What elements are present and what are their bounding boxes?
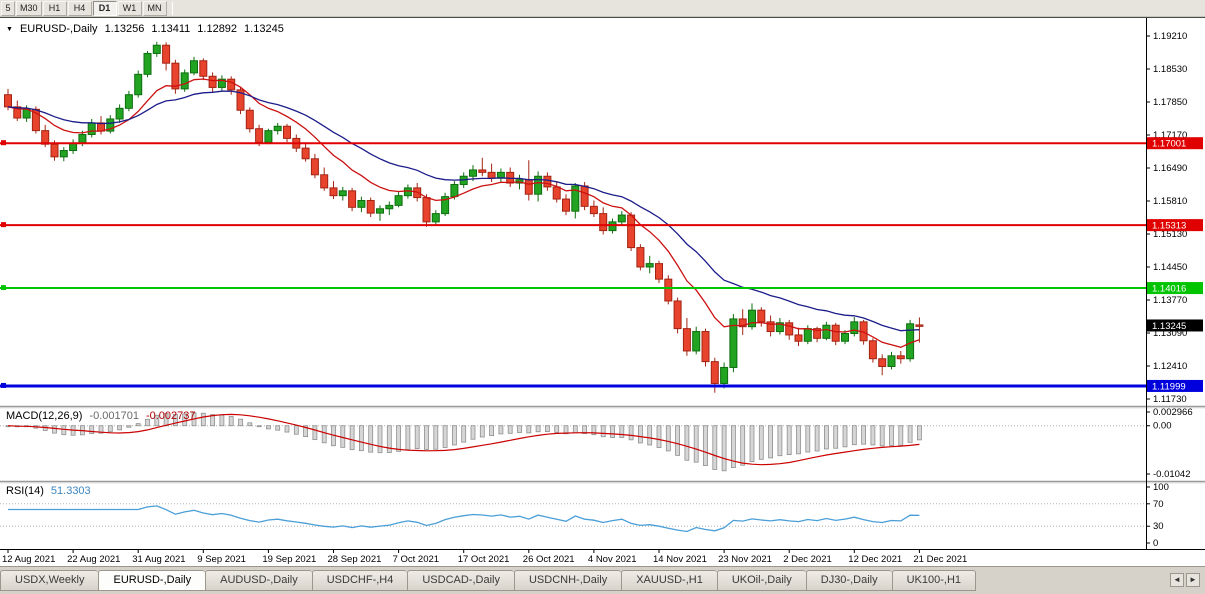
price-axis[interactable]: 1.19210 1.18530 1.17850 1.17170 1.16490 1.158… [1146, 31, 1203, 405]
macd-histogram [5, 412, 922, 472]
price-axis-label: 1.13090 [1153, 328, 1187, 339]
date-axis-label: 23 Nov 2021 [718, 554, 772, 565]
rsi-value: 51.3303 [50, 485, 91, 497]
date-axis-label: 12 Dec 2021 [848, 554, 902, 565]
price-axis-label: 1.11730 [1153, 394, 1187, 405]
macd-signal-line [7, 413, 920, 466]
price-axis-label: 1.15130 [1153, 229, 1187, 240]
timeframe-button-d1[interactable]: D1 [92, 0, 117, 16]
price-tag: 1.17001 [1147, 137, 1203, 150]
ohlc-low: 1.12892 [197, 23, 238, 35]
chart-tab-ukoil-daily[interactable]: UKOil-,Daily [716, 570, 806, 591]
date-axis-label: 7 Oct 2021 [393, 554, 439, 565]
line-anchor-marker[interactable] [1, 140, 6, 146]
date-axis-label: 31 Aug 2021 [132, 554, 185, 565]
date-axis-label: 19 Sep 2021 [262, 554, 316, 565]
date-axis-label: 2 Dec 2021 [783, 554, 832, 565]
macd-axis: 0.002966 0.00 -0.01042 [1146, 407, 1193, 480]
rsi-axis-label: 0 [1153, 538, 1158, 549]
rsi-indicator-label: RSI(14) 51.3303 [6, 485, 98, 497]
svg-text:1.14016: 1.14016 [1152, 284, 1186, 295]
macd-signal-value: -0.002737 [145, 410, 196, 422]
tab-scroll-left-button[interactable]: ◄ [1170, 573, 1184, 587]
date-axis-label: 21 Dec 2021 [913, 554, 967, 565]
chart-dropdown-icon: ▼ [6, 26, 13, 33]
price-axis-label: 1.19210 [1153, 31, 1187, 42]
price-axis-label: 1.17170 [1153, 130, 1187, 141]
toolbar-separator [171, 1, 173, 15]
price-axis-label: 1.13770 [1153, 295, 1187, 306]
chart-tab-usdcad-daily[interactable]: USDCAD-,Daily [407, 570, 514, 591]
rsi-axis-label: 70 [1153, 499, 1164, 510]
date-axis-label: 22 Aug 2021 [67, 554, 120, 565]
chart-tab-bar: USDX,Weekly EURUSD-,Daily AUDUSD-,Daily USD… [0, 566, 1205, 594]
timeframe-button-mn[interactable]: MN [142, 0, 167, 16]
chart-window: 1.19210 1.18530 1.17850 1.17170 1.16490 1.158… [0, 17, 1205, 566]
chart-tab-uk100-h1[interactable]: UK100-,H1 [891, 570, 977, 591]
tab-scroll-right-button[interactable]: ► [1186, 573, 1200, 587]
price-axis-label: 1.16490 [1153, 163, 1187, 174]
price-axis-label: 1.14450 [1153, 262, 1187, 273]
timeframe-button-m30[interactable]: M30 [16, 0, 42, 16]
timeframe-button-h4[interactable]: H4 [67, 0, 92, 16]
price-tag: 1.14016 [1147, 282, 1203, 295]
moving-average-line-22 [7, 90, 920, 332]
price-axis-label: 1.12410 [1153, 361, 1187, 372]
price-tag: 1.15313 [1147, 219, 1203, 232]
price-axis-label: 1.18530 [1153, 64, 1187, 75]
date-axis-label: 28 Sep 2021 [328, 554, 382, 565]
price-tag: 1.11999 [1147, 379, 1203, 392]
timeframe-toolbar: 5 M30 H1 H4 D1 W1 MN [0, 0, 1205, 17]
macd-axis-label: 0.00 [1153, 421, 1172, 432]
rsi-name: RSI(14) [6, 485, 44, 497]
line-anchor-marker[interactable] [1, 285, 6, 291]
chart-tab-audusd-daily[interactable]: AUDUSD-,Daily [205, 570, 312, 591]
macd-main-value: -0.001701 [89, 410, 139, 422]
macd-axis-label: 0.002966 [1153, 407, 1193, 418]
rsi-axis: 100 70 30 0 [1146, 482, 1169, 549]
chart-tab-usdcnh-daily[interactable]: USDCNH-,Daily [513, 570, 622, 591]
candlestick-series [4, 41, 924, 393]
timeframe-button-5[interactable]: 5 [1, 0, 15, 16]
date-axis-label: 12 Aug 2021 [2, 554, 55, 565]
chart-tabs: USDX,Weekly EURUSD-,Daily AUDUSD-,Daily USD… [0, 570, 977, 591]
date-axis-label: 9 Sep 2021 [197, 554, 246, 565]
symbol-label: EURUSD-,Daily [19, 23, 98, 35]
rsi-axis-label: 100 [1153, 482, 1169, 493]
chart-symbol-title: ▼ EURUSD-,Daily 1.13256 1.13411 1.12892 1.132… [6, 23, 291, 35]
chart-tab-xauusd-h1[interactable]: XAUUSD-,H1 [621, 570, 717, 591]
svg-text:1.11999: 1.11999 [1152, 381, 1186, 392]
date-axis[interactable]: 12 Aug 2021 22 Aug 2021 31 Aug 2021 9 Sep 2… [2, 549, 967, 565]
moving-average-line-10 [7, 78, 920, 348]
timeframe-button-h1[interactable]: H1 [42, 0, 67, 16]
price-chart-canvas[interactable]: 1.19210 1.18530 1.17850 1.17170 1.16490 1.158… [0, 18, 1205, 567]
date-axis-label: 26 Oct 2021 [523, 554, 575, 565]
line-anchor-marker[interactable] [1, 382, 6, 388]
date-axis-label: 17 Oct 2021 [458, 554, 510, 565]
ohlc-close: 1.13245 [244, 23, 284, 35]
chart-tab-usdx-weekly[interactable]: USDX,Weekly [0, 570, 99, 591]
tab-scroll-controls: ◄ ► [1170, 573, 1200, 587]
timeframe-button-w1[interactable]: W1 [117, 0, 142, 16]
price-tag: 1.13245 [1147, 319, 1203, 332]
date-axis-label: 4 Nov 2021 [588, 554, 637, 565]
rsi-axis-label: 30 [1153, 521, 1164, 532]
ohlc-open: 1.13256 [104, 23, 145, 35]
svg-text:1.15313: 1.15313 [1152, 221, 1186, 232]
ohlc-high: 1.13411 [151, 23, 191, 35]
macd-indicator-label: MACD(12,26,9) -0.001701 -0.002737 [6, 410, 203, 422]
line-anchor-marker[interactable] [1, 222, 6, 228]
price-axis-label: 1.15810 [1153, 196, 1187, 207]
chart-tab-dj30-daily[interactable]: DJ30-,Daily [805, 570, 892, 591]
macd-name: MACD(12,26,9) [6, 410, 83, 422]
price-axis-label: 1.17850 [1153, 97, 1187, 108]
rsi-line [8, 505, 920, 533]
macd-axis-label: -0.01042 [1153, 469, 1191, 480]
date-axis-label: 14 Nov 2021 [653, 554, 707, 565]
svg-text:1.13245: 1.13245 [1152, 321, 1186, 332]
chart-tab-eurusd-daily[interactable]: EURUSD-,Daily [98, 570, 206, 591]
svg-text:1.17001: 1.17001 [1152, 139, 1186, 150]
chart-tab-usdchf-h4[interactable]: USDCHF-,H4 [311, 570, 408, 591]
